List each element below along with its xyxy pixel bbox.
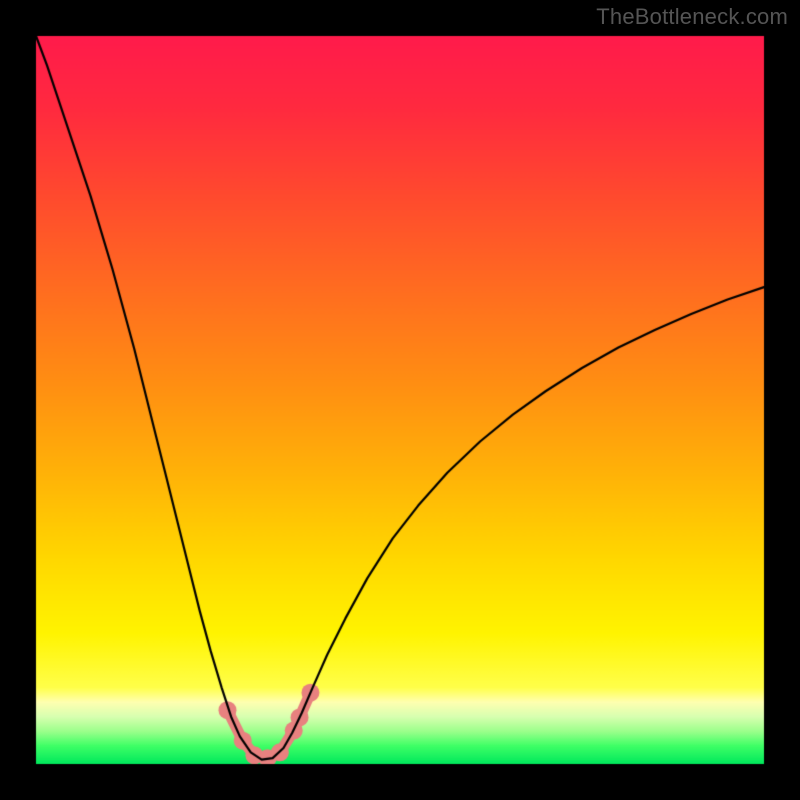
watermark-label: TheBottleneck.com: [596, 4, 788, 30]
chart-stage: TheBottleneck.com: [0, 0, 800, 800]
bottleneck-chart-canvas: [0, 0, 800, 800]
